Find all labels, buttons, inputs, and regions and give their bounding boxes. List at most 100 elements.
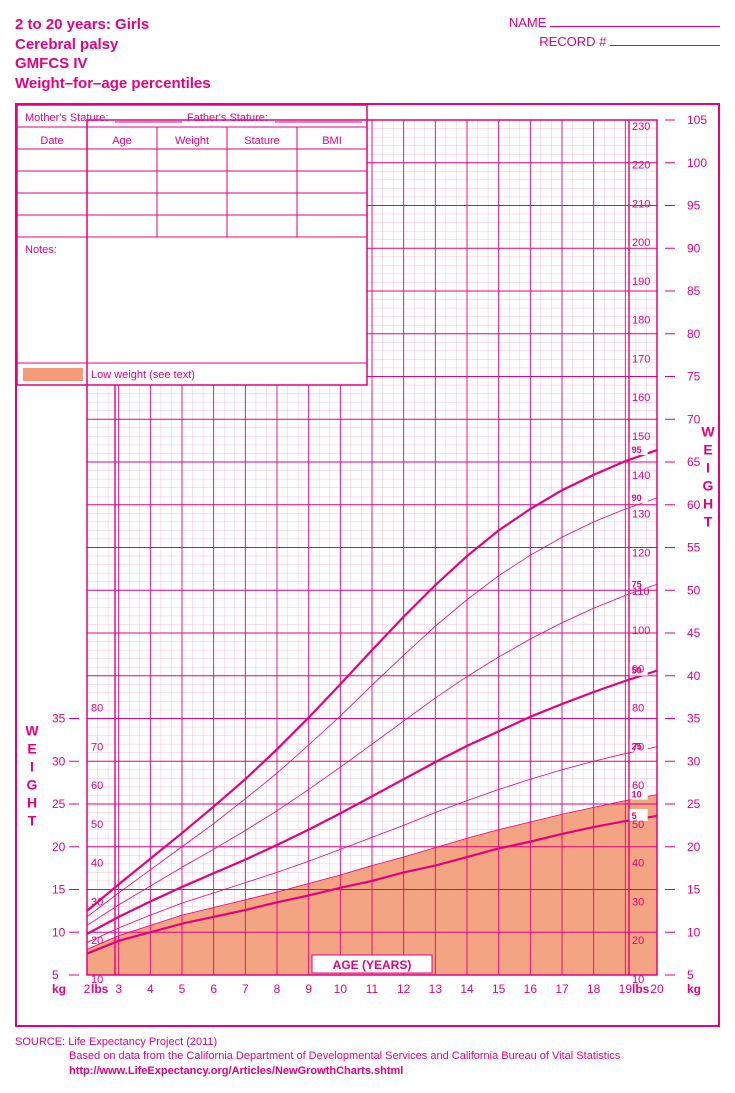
svg-text:220: 220 [632, 160, 650, 172]
svg-text:5: 5 [687, 968, 694, 982]
svg-text:19: 19 [619, 982, 633, 996]
name-label: NAME [509, 15, 547, 30]
svg-text:120: 120 [632, 547, 650, 559]
svg-text:E: E [703, 441, 712, 457]
svg-text:80: 80 [632, 702, 644, 714]
record-label: RECORD # [539, 34, 606, 49]
svg-text:60: 60 [91, 780, 103, 792]
chart-container: 51025507590955101520253035kg102030405060… [15, 103, 720, 1027]
svg-text:100: 100 [632, 625, 650, 637]
svg-text:25: 25 [687, 797, 701, 811]
svg-text:190: 190 [632, 276, 650, 288]
svg-text:140: 140 [632, 470, 650, 482]
svg-text:35: 35 [687, 712, 701, 726]
svg-text:55: 55 [687, 541, 701, 555]
svg-text:50: 50 [687, 583, 701, 597]
svg-text:70: 70 [632, 741, 644, 753]
svg-text:130: 130 [632, 509, 650, 521]
header: 2 to 20 years: Girls Cerebral palsy GMFC… [15, 15, 720, 93]
title-line-2: Cerebral palsy [15, 35, 211, 55]
svg-text:9: 9 [305, 982, 312, 996]
svg-text:Notes:: Notes: [25, 244, 57, 256]
svg-text:15: 15 [492, 982, 506, 996]
svg-text:50: 50 [632, 819, 644, 831]
name-field[interactable] [550, 26, 720, 27]
svg-text:50: 50 [91, 819, 103, 831]
svg-text:90: 90 [632, 664, 644, 676]
svg-text:17: 17 [555, 982, 569, 996]
svg-text:20: 20 [52, 840, 66, 854]
svg-text:10: 10 [687, 925, 701, 939]
svg-text:65: 65 [687, 455, 701, 469]
title-line-1: 2 to 20 years: Girls [15, 15, 211, 35]
source-label: SOURCE: [15, 1036, 65, 1048]
svg-text:20: 20 [687, 840, 701, 854]
svg-text:5: 5 [52, 968, 59, 982]
svg-text:10: 10 [334, 982, 348, 996]
svg-text:6: 6 [210, 982, 217, 996]
svg-text:Low weight (see text): Low weight (see text) [91, 369, 195, 381]
svg-text:15: 15 [52, 883, 66, 897]
source-l1: Life Expectancy Project (2011) [68, 1036, 217, 1048]
svg-text:7: 7 [242, 982, 249, 996]
svg-text:170: 170 [632, 353, 650, 365]
svg-text:Date: Date [40, 135, 63, 147]
svg-text:80: 80 [91, 702, 103, 714]
svg-text:105: 105 [687, 113, 707, 127]
svg-text:85: 85 [687, 284, 701, 298]
svg-text:G: G [703, 477, 714, 493]
record-field[interactable] [610, 45, 720, 46]
svg-text:18: 18 [587, 982, 601, 996]
svg-text:Mother's Stature:: Mother's Stature: [25, 112, 108, 124]
svg-text:14: 14 [460, 982, 474, 996]
svg-text:13: 13 [429, 982, 443, 996]
svg-text:90: 90 [632, 493, 642, 503]
svg-text:90: 90 [687, 241, 701, 255]
svg-text:30: 30 [91, 896, 103, 908]
svg-text:Father's Stature:: Father's Stature: [187, 112, 268, 124]
svg-text:80: 80 [687, 327, 701, 341]
svg-text:30: 30 [52, 754, 66, 768]
svg-text:4: 4 [147, 982, 154, 996]
svg-text:15: 15 [687, 883, 701, 897]
svg-text:160: 160 [632, 392, 650, 404]
name-block: NAME RECORD # [509, 15, 720, 49]
svg-text:200: 200 [632, 237, 650, 249]
title-line-4: Weight–for–age percentiles [15, 74, 211, 94]
svg-text:10: 10 [52, 925, 66, 939]
svg-text:16: 16 [524, 982, 538, 996]
svg-text:lbs: lbs [91, 982, 109, 996]
svg-text:I: I [30, 759, 34, 775]
svg-text:70: 70 [91, 741, 103, 753]
title-line-3: GMFCS IV [15, 54, 211, 74]
svg-text:95: 95 [632, 445, 642, 455]
svg-text:75: 75 [687, 370, 701, 384]
svg-text:230: 230 [632, 121, 650, 133]
svg-text:Age: Age [112, 135, 132, 147]
svg-text:20: 20 [632, 935, 644, 947]
svg-text:kg: kg [687, 982, 701, 996]
svg-text:W: W [701, 423, 715, 439]
svg-text:60: 60 [632, 780, 644, 792]
svg-text:40: 40 [687, 669, 701, 683]
svg-text:210: 210 [632, 198, 650, 210]
source-l2: Based on data from the California Depart… [69, 1049, 620, 1063]
svg-text:180: 180 [632, 315, 650, 327]
svg-text:T: T [704, 513, 713, 529]
svg-text:40: 40 [632, 858, 644, 870]
svg-text:110: 110 [632, 586, 650, 598]
svg-text:30: 30 [687, 754, 701, 768]
svg-text:Weight: Weight [175, 135, 209, 147]
svg-text:11: 11 [366, 982, 379, 996]
svg-text:100: 100 [687, 156, 707, 170]
svg-text:H: H [27, 795, 37, 811]
svg-text:25: 25 [52, 797, 66, 811]
svg-text:12: 12 [397, 982, 411, 996]
svg-text:70: 70 [687, 412, 701, 426]
svg-text:8: 8 [274, 982, 281, 996]
svg-text:kg: kg [52, 982, 66, 996]
svg-text:E: E [27, 741, 36, 757]
title-block: 2 to 20 years: Girls Cerebral palsy GMFC… [15, 15, 211, 93]
svg-text:AGE (YEARS): AGE (YEARS) [333, 958, 412, 972]
svg-text:30: 30 [632, 896, 644, 908]
